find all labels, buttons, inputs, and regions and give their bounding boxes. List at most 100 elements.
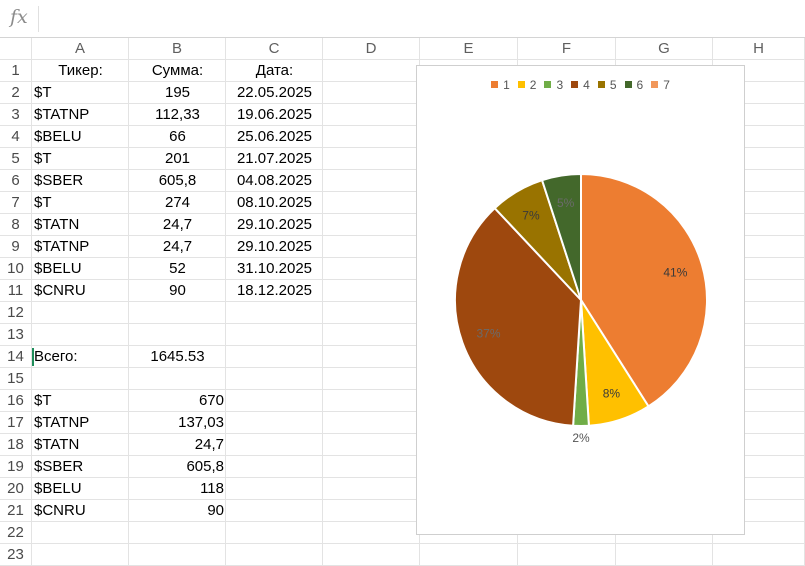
legend-item-1[interactable]: 1 [491, 78, 510, 92]
sum-cell[interactable]: 605,8 [158, 172, 197, 189]
cell-b21[interactable] [129, 500, 226, 522]
row-header-12[interactable]: 12 [0, 302, 32, 324]
sum-cell[interactable]: 274 [164, 194, 191, 211]
cell-d3[interactable] [323, 104, 420, 126]
cell-d7[interactable] [323, 192, 420, 214]
sum-cell[interactable]: 195 [164, 84, 191, 101]
cell-c1[interactable] [226, 60, 323, 82]
cell-a21[interactable] [32, 500, 129, 522]
cell-g23[interactable] [616, 544, 713, 566]
date-cell[interactable]: 25.06.2025 [236, 128, 313, 145]
cell-a17[interactable] [32, 412, 129, 434]
cell-b8[interactable] [129, 214, 226, 236]
cell-a13[interactable] [32, 324, 129, 346]
summary-ticker-cell[interactable]: $BELU [34, 480, 82, 497]
cell-d9[interactable] [323, 236, 420, 258]
cell-a18[interactable] [32, 434, 129, 456]
cell-c17[interactable] [226, 412, 323, 434]
cell-d4[interactable] [323, 126, 420, 148]
sum-cell[interactable]: 112,33 [155, 106, 200, 123]
cell-d8[interactable] [323, 214, 420, 236]
cell-c15[interactable] [226, 368, 323, 390]
cell-a2[interactable] [32, 82, 129, 104]
cell-d14[interactable] [323, 346, 420, 368]
cell-c6[interactable] [226, 170, 323, 192]
summary-ticker-cell[interactable]: $TATN [34, 436, 80, 453]
cell-c16[interactable] [226, 390, 323, 412]
cell-c8[interactable] [226, 214, 323, 236]
ticker-cell[interactable]: $T [34, 84, 52, 101]
summary-sum-cell[interactable]: 670 [198, 392, 224, 409]
date-cell[interactable]: 29.10.2025 [236, 238, 313, 255]
summary-sum-cell[interactable]: 137,03 [178, 414, 224, 431]
legend-item-4[interactable]: 4 [571, 78, 590, 92]
row-header-1[interactable]: 1 [0, 60, 32, 82]
row-header-9[interactable]: 9 [0, 236, 32, 258]
cell-c11[interactable] [226, 280, 323, 302]
cell-d13[interactable] [323, 324, 420, 346]
cell-a23[interactable] [32, 544, 129, 566]
row-header-6[interactable]: 6 [0, 170, 32, 192]
row-header-10[interactable]: 10 [0, 258, 32, 280]
row-header-18[interactable]: 18 [0, 434, 32, 456]
row-header-21[interactable]: 21 [0, 500, 32, 522]
total-value[interactable]: 1645.53 [150, 348, 205, 365]
cell-b6[interactable] [129, 170, 226, 192]
column-header-g[interactable]: G [616, 38, 713, 60]
row-header-20[interactable]: 20 [0, 478, 32, 500]
cell-b4[interactable] [129, 126, 226, 148]
cell-a7[interactable] [32, 192, 129, 214]
row-header-8[interactable]: 8 [0, 214, 32, 236]
date-cell[interactable]: 18.12.2025 [236, 282, 313, 299]
summary-ticker-cell[interactable]: $SBER [34, 458, 84, 475]
cell-c21[interactable] [226, 500, 323, 522]
cell-c12[interactable] [226, 302, 323, 324]
ticker-cell[interactable]: $TATNP [34, 106, 90, 123]
ticker-header[interactable]: Тикер: [58, 62, 103, 79]
ticker-cell[interactable]: $CNRU [34, 282, 86, 299]
column-header-a[interactable]: A [32, 38, 129, 60]
total-label[interactable]: Всего: [34, 348, 78, 365]
summary-ticker-cell[interactable]: $TATNP [34, 414, 90, 431]
column-header-h[interactable]: H [713, 38, 805, 60]
cell-a15[interactable] [32, 368, 129, 390]
column-header-f[interactable]: F [518, 38, 616, 60]
legend-item-7[interactable]: 7 [651, 78, 670, 92]
pie-slice-6[interactable] [540, 172, 582, 301]
cell-c3[interactable] [226, 104, 323, 126]
ticker-cell[interactable]: $BELU [34, 128, 82, 145]
summary-sum-cell[interactable]: 118 [200, 480, 224, 497]
cell-a5[interactable] [32, 148, 129, 170]
sum-cell[interactable]: 66 [169, 128, 186, 145]
cell-c14[interactable] [226, 346, 323, 368]
ticker-cell[interactable]: $BELU [34, 260, 82, 277]
cell-c9[interactable] [226, 236, 323, 258]
row-header-22[interactable]: 22 [0, 522, 32, 544]
column-header-e[interactable]: E [420, 38, 518, 60]
cell-a22[interactable] [32, 522, 129, 544]
cell-b3[interactable] [129, 104, 226, 126]
cell-b22[interactable] [129, 522, 226, 544]
sum-cell[interactable]: 52 [169, 260, 186, 277]
cell-d21[interactable] [323, 500, 420, 522]
date-cell[interactable]: 08.10.2025 [236, 194, 313, 211]
cell-e23[interactable] [420, 544, 518, 566]
ticker-cell[interactable]: $T [34, 150, 52, 167]
cell-b14[interactable] [129, 346, 226, 368]
row-header-3[interactable]: 3 [0, 104, 32, 126]
cell-d23[interactable] [323, 544, 420, 566]
cell-b1[interactable] [129, 60, 226, 82]
cell-b20[interactable] [129, 478, 226, 500]
cell-d5[interactable] [323, 148, 420, 170]
row-header-23[interactable]: 23 [0, 544, 32, 566]
cell-b2[interactable] [129, 82, 226, 104]
date-cell[interactable]: 19.06.2025 [236, 106, 313, 123]
cell-a8[interactable] [32, 214, 129, 236]
ticker-cell[interactable]: $TATNP [34, 238, 90, 255]
ticker-cell[interactable]: $SBER [34, 172, 84, 189]
cell-b10[interactable] [129, 258, 226, 280]
row-header-19[interactable]: 19 [0, 456, 32, 478]
cell-f23[interactable] [518, 544, 616, 566]
pie-chart[interactable]: 1 2 3 4 5 6 7 41% 8% 2% 37% 7% 5% [416, 65, 745, 535]
cell-c19[interactable] [226, 456, 323, 478]
